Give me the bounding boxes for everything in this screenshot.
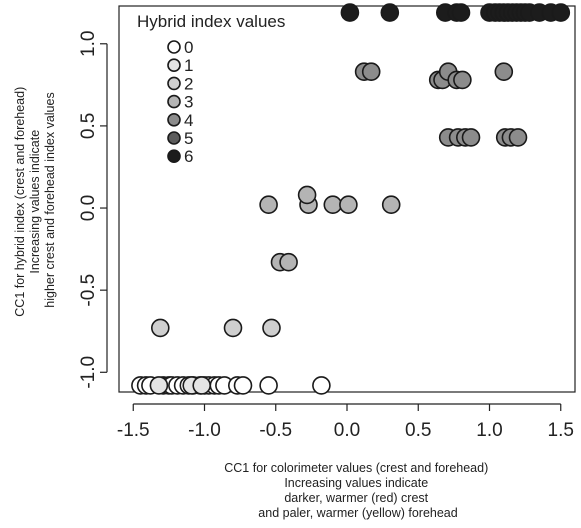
- legend-swatch: [167, 149, 181, 163]
- data-point: [149, 376, 169, 395]
- x-tick-label: -0.5: [259, 420, 292, 441]
- legend-swatch: [167, 131, 181, 145]
- legend-swatch: [167, 76, 181, 91]
- legend-swatch: [167, 94, 181, 109]
- data-points: [131, 3, 571, 395]
- data-point: [259, 376, 278, 395]
- data-point: [192, 376, 211, 395]
- data-point: [297, 185, 317, 205]
- x-tick-label: 0.0: [334, 420, 360, 441]
- legend-swatch: [167, 40, 181, 54]
- legend-label: 6: [184, 147, 193, 166]
- x-axis: -1.5 -1.0 -0.5 0.0 0.5 1.0 1.5: [117, 403, 574, 441]
- legend-label: 0: [184, 38, 193, 57]
- x-tick-label: 1.5: [548, 420, 574, 441]
- data-point: [340, 3, 360, 22]
- data-point: [508, 128, 528, 147]
- y-tick-label: 1.0: [78, 31, 99, 57]
- y-axis: -1.0 -0.5 0.0 0.5 1.0: [78, 31, 108, 389]
- legend-swatch: [167, 113, 181, 127]
- x-axis-title: CC1 for colorimeter values (crest and fo…: [224, 461, 492, 520]
- data-point: [381, 195, 401, 214]
- data-point: [259, 195, 278, 214]
- y-axis-title: CC1 for hybrid index (crest and forehead…: [13, 83, 57, 316]
- y-tick-label: 0.0: [78, 195, 99, 221]
- data-point: [262, 318, 281, 338]
- data-point: [461, 128, 481, 147]
- legend-label: 5: [184, 129, 193, 148]
- data-point: [323, 195, 343, 214]
- data-point: [494, 62, 514, 81]
- y-axis-title-line-2: Increasing values indicate: [28, 130, 42, 274]
- x-tick-label: 0.5: [405, 420, 431, 441]
- x-tick-label: 1.0: [476, 420, 502, 441]
- y-axis-title-line-1: CC1 for hybrid index (crest and forehead…: [13, 87, 27, 317]
- x-tick-label: -1.5: [117, 420, 150, 441]
- data-point: [380, 3, 400, 22]
- data-point: [151, 318, 170, 338]
- data-point: [233, 376, 253, 395]
- y-tick-label: -1.0: [78, 356, 99, 389]
- data-point: [453, 70, 472, 90]
- legend-label: 3: [184, 93, 193, 112]
- data-point: [312, 376, 331, 395]
- legend-title: Hybrid index values: [137, 12, 285, 31]
- legend-swatch: [167, 58, 181, 72]
- data-point: [361, 62, 381, 81]
- y-tick-label: -0.5: [78, 274, 99, 307]
- y-tick-label: 0.5: [78, 113, 99, 139]
- legend-label: 2: [184, 74, 193, 93]
- x-tick-label: -1.0: [188, 420, 221, 441]
- x-axis-title-line-4: and paler, warmer (yellow) forehead: [258, 506, 457, 520]
- x-axis-title-line-3: darker, warmer (red) crest: [284, 491, 428, 505]
- legend-label: 1: [184, 56, 193, 75]
- y-axis-title-line-3: higher crest and forehead index values: [43, 92, 57, 307]
- x-axis-title-line-2: Increasing values indicate: [284, 476, 428, 490]
- data-point: [339, 195, 358, 214]
- data-point: [223, 318, 243, 338]
- data-point: [279, 252, 298, 272]
- data-point: [551, 3, 571, 22]
- legend-label: 4: [184, 111, 193, 130]
- data-point: [451, 3, 471, 22]
- x-axis-title-line-1: CC1 for colorimeter values (crest and fo…: [224, 461, 488, 475]
